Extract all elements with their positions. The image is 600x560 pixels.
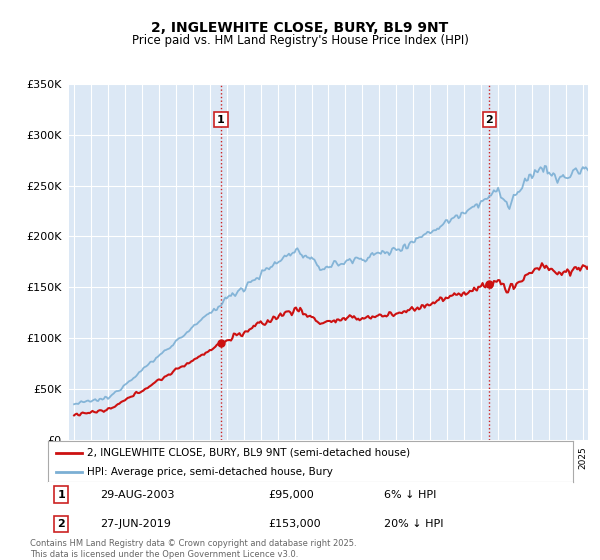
Text: 2: 2	[57, 519, 65, 529]
Text: 27-JUN-2019: 27-JUN-2019	[101, 519, 172, 529]
Text: HPI: Average price, semi-detached house, Bury: HPI: Average price, semi-detached house,…	[88, 466, 333, 477]
Text: Price paid vs. HM Land Registry's House Price Index (HPI): Price paid vs. HM Land Registry's House …	[131, 34, 469, 46]
Text: 29-AUG-2003: 29-AUG-2003	[101, 489, 175, 500]
Text: 2: 2	[485, 115, 493, 124]
Text: Contains HM Land Registry data © Crown copyright and database right 2025.
This d: Contains HM Land Registry data © Crown c…	[30, 539, 356, 559]
Text: 1: 1	[217, 115, 225, 124]
Text: 1: 1	[57, 489, 65, 500]
Text: 2, INGLEWHITE CLOSE, BURY, BL9 9NT: 2, INGLEWHITE CLOSE, BURY, BL9 9NT	[151, 21, 449, 35]
Text: 20% ↓ HPI: 20% ↓ HPI	[384, 519, 443, 529]
Text: £153,000: £153,000	[269, 519, 321, 529]
Text: 6% ↓ HPI: 6% ↓ HPI	[384, 489, 436, 500]
Text: £95,000: £95,000	[269, 489, 314, 500]
Text: 2, INGLEWHITE CLOSE, BURY, BL9 9NT (semi-detached house): 2, INGLEWHITE CLOSE, BURY, BL9 9NT (semi…	[88, 447, 410, 458]
